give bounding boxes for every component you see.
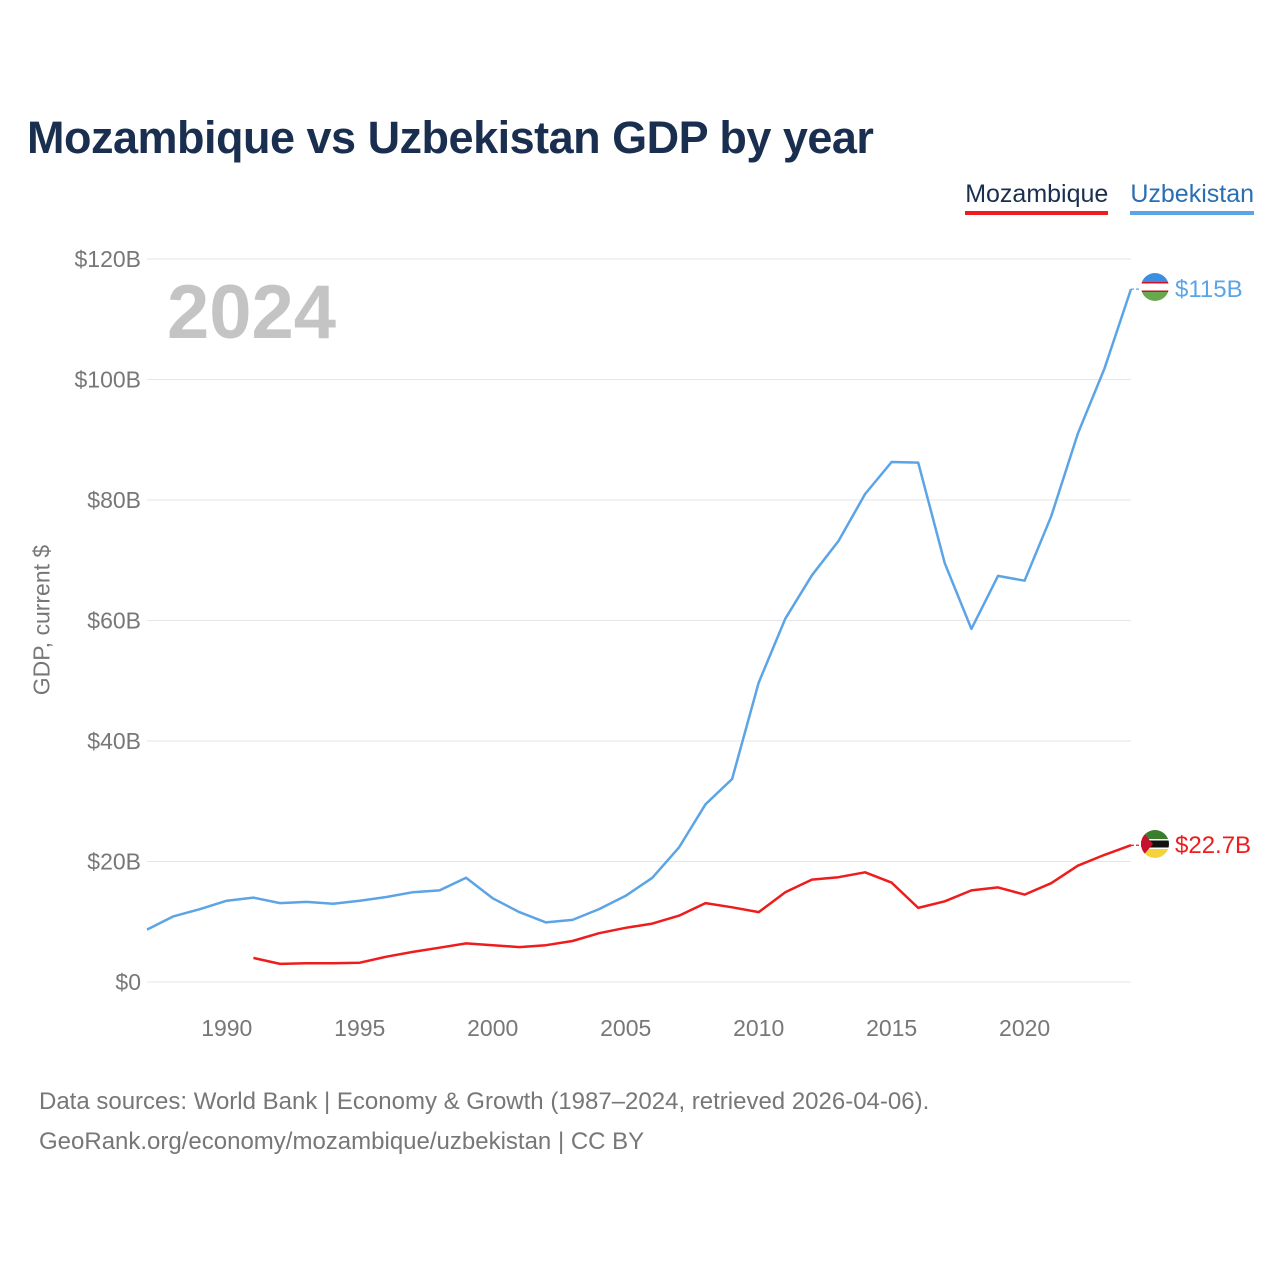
uzbekistan-flag-icon: [1141, 273, 1169, 301]
y-axis-ticks: $0 $20B $40B $60B $80B $100B $120B: [74, 246, 141, 995]
legend: Mozambique Uzbekistan: [965, 180, 1254, 215]
series-line-mozambique: [253, 844, 1132, 966]
x-tick-label: 2020: [999, 1015, 1050, 1041]
legend-item-mozambique[interactable]: Mozambique: [965, 180, 1109, 215]
grid: [147, 258, 1131, 983]
y-tick-label: $40B: [87, 728, 141, 754]
x-tick-label: 2010: [733, 1015, 784, 1041]
y-tick-label: $80B: [87, 487, 141, 513]
end-label-mozambique: $22.7B: [1175, 832, 1251, 859]
y-tick-label: $20B: [87, 849, 141, 875]
year-display: 2024: [167, 270, 336, 355]
legend-item-uzbekistan[interactable]: Uzbekistan: [1130, 180, 1254, 215]
x-tick-label: 2000: [467, 1015, 518, 1041]
x-tick-label: 1995: [334, 1015, 385, 1041]
y-tick-label: $0: [115, 969, 141, 995]
x-tick-label: 1990: [201, 1015, 252, 1041]
source-line-2: GeoRank.org/economy/mozambique/uzbekista…: [39, 1128, 645, 1155]
x-axis-ticks: 1990 1995 2000 2005 2010 2015 2020: [201, 1015, 1050, 1041]
source-line-1: Data sources: World Bank | Economy & Gro…: [39, 1088, 930, 1115]
y-tick-label: $120B: [74, 246, 141, 272]
x-tick-label: 2015: [866, 1015, 917, 1041]
y-tick-label: $60B: [87, 608, 141, 634]
series-group: [146, 288, 1133, 966]
x-tick-label: 2005: [600, 1015, 651, 1041]
source-note: Data sources: World Bank | Economy & Gro…: [39, 1082, 929, 1162]
mozambique-flag-icon: [1141, 830, 1169, 858]
end-label-uzbekistan: $115B: [1175, 276, 1243, 303]
series-line-uzbekistan: [146, 288, 1133, 931]
end-markers: $115B $22.7B: [1131, 273, 1251, 859]
chart-title: Mozambique vs Uzbekistan GDP by year: [27, 112, 874, 163]
y-tick-label: $100B: [74, 367, 141, 393]
